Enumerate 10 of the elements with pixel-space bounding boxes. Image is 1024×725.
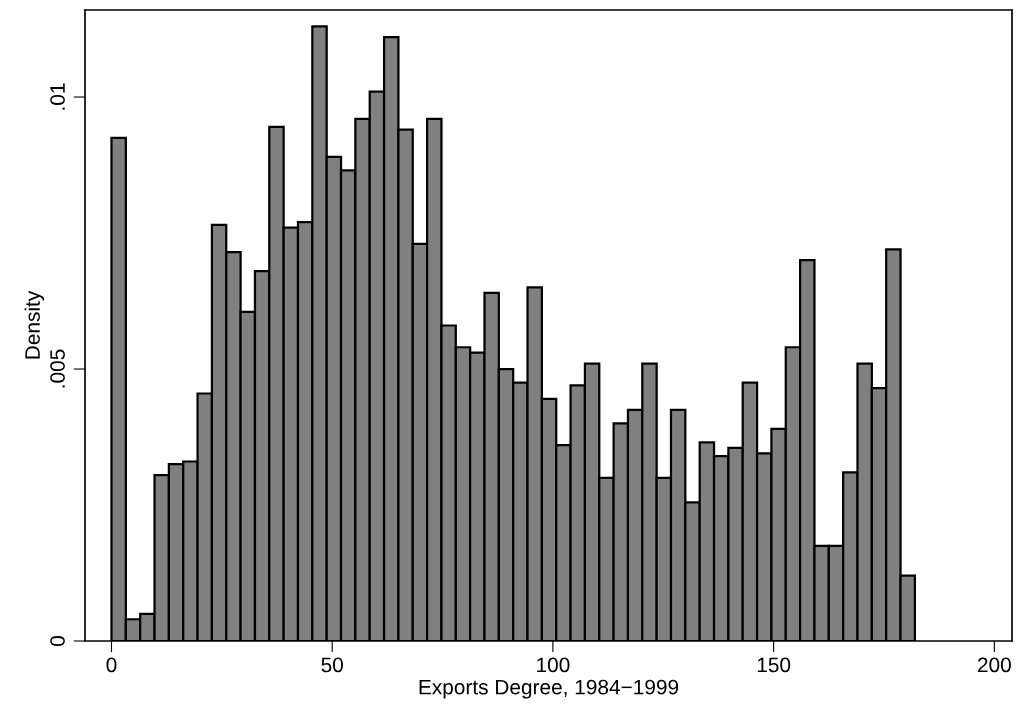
y-tick-label: 0 [50, 636, 65, 646]
x-tick-label: 50 [321, 657, 343, 673]
y-tick-label: .01 [50, 83, 65, 110]
x-tick-label: 0 [106, 657, 117, 673]
x-tick-label: 150 [757, 657, 791, 673]
y-axis-title: Density [24, 290, 45, 359]
y-tick-label: .005 [50, 349, 65, 388]
x-tick-label: 200 [978, 657, 1011, 673]
x-axis-title: Exports Degree, 1984−1999 [419, 679, 679, 699]
x-tick-label: 100 [537, 657, 570, 673]
